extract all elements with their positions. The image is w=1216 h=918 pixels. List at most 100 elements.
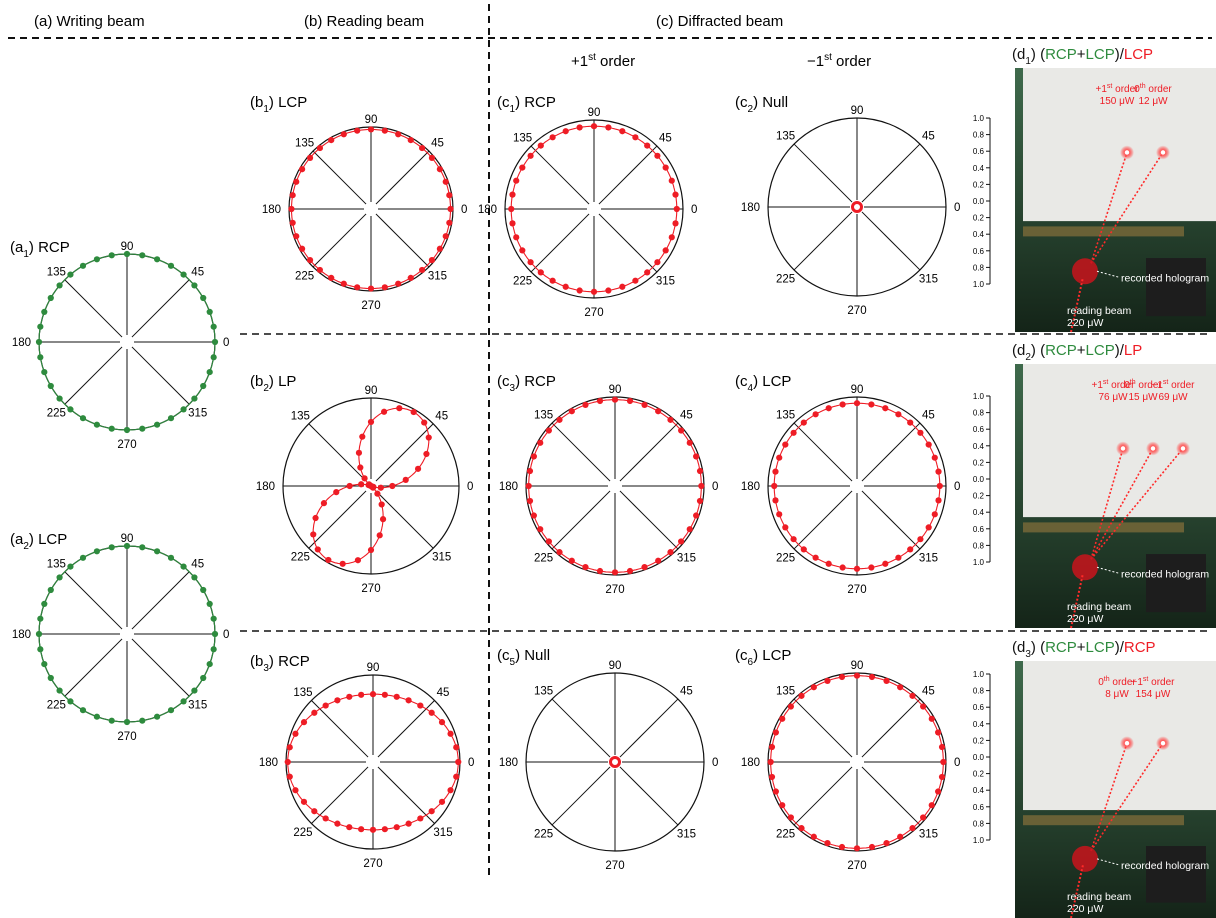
data-point — [667, 549, 674, 556]
data-point — [825, 560, 832, 567]
data-point — [139, 252, 146, 259]
intensity-scale: 1.0 0.8 0.6 0.4 0.2 0.0 0.2 0.4 0.6 0.8 1.0 — [973, 392, 991, 567]
angle-label: 225 — [295, 270, 314, 282]
spoke-line — [793, 422, 853, 482]
data-point — [410, 408, 417, 416]
data-point — [108, 717, 115, 724]
data-point — [180, 406, 187, 413]
data-point — [790, 429, 797, 436]
data-point — [428, 808, 435, 815]
angle-label: 180 — [256, 481, 275, 493]
scale-tick-label: 0.8 — [973, 409, 985, 418]
data-point — [526, 497, 534, 505]
angle-label: 135 — [47, 266, 66, 278]
angle-label: 270 — [361, 300, 380, 312]
data-point — [438, 719, 446, 726]
data-point — [824, 677, 831, 684]
data-point — [405, 820, 412, 827]
data-point — [369, 826, 377, 833]
angle-label: 90 — [609, 384, 622, 396]
angle-label: 180 — [259, 757, 278, 769]
data-point — [776, 511, 783, 518]
data-point — [79, 415, 87, 422]
beam-spot-core — [1124, 150, 1130, 155]
spoke-line — [793, 698, 853, 758]
data-point — [772, 788, 779, 795]
angle-label: 270 — [605, 584, 624, 596]
spoke-line — [308, 490, 367, 549]
spoke-line — [861, 698, 921, 758]
data-point — [556, 549, 563, 556]
angle-label: 315 — [432, 552, 451, 564]
plot-title-b2: (b2) LP — [250, 373, 296, 394]
scale-tick-label: 1.0 — [973, 392, 985, 401]
angle-label: 135 — [534, 686, 553, 698]
header-diffracted-beam: (c) Diffracted beam — [656, 13, 783, 30]
scale-tick-label: 0.6 — [973, 803, 985, 812]
data-point — [369, 691, 377, 698]
data-point — [310, 531, 317, 538]
spoke-line — [861, 422, 921, 482]
data-point — [897, 684, 904, 691]
data-point — [447, 787, 454, 794]
data-point — [938, 743, 946, 751]
data-point — [210, 354, 217, 361]
angle-label: 0 — [712, 481, 718, 493]
data-point — [537, 269, 544, 276]
spot-order-label: 0th order — [1134, 83, 1172, 95]
data-point — [108, 425, 115, 432]
spoke-line — [375, 490, 434, 549]
spot-power-label: 154 μW — [1136, 689, 1171, 700]
angle-label: 90 — [851, 660, 864, 672]
data-point — [693, 453, 700, 460]
polar-plot-c1: (c1) RCP 90 45 0 315 270 225 180 135 — [478, 94, 698, 319]
spoke-line — [375, 213, 430, 268]
data-point — [180, 271, 187, 278]
angle-label: 45 — [922, 410, 935, 422]
spoke-line — [861, 211, 921, 271]
data-point — [393, 693, 400, 700]
data-point — [367, 546, 375, 554]
angle-label: 90 — [121, 533, 134, 545]
data-point — [357, 464, 364, 471]
angle-label: 0 — [954, 481, 960, 493]
data-point — [654, 259, 661, 266]
diffracted-beam — [1090, 448, 1154, 560]
data-point — [771, 482, 778, 490]
data-point — [655, 557, 662, 564]
angle-label: 315 — [919, 828, 938, 840]
data-point — [925, 524, 932, 531]
spoke-line — [530, 213, 590, 273]
data-point — [312, 514, 319, 522]
diffracted-beam — [1090, 742, 1164, 852]
angle-label: 180 — [12, 337, 31, 349]
data-point — [527, 259, 534, 266]
data-point — [576, 124, 583, 131]
data-point — [93, 548, 101, 555]
data-point — [537, 142, 544, 149]
data-point — [79, 707, 87, 714]
data-point — [407, 137, 414, 144]
angle-label: 315 — [919, 273, 938, 285]
spoke-line — [308, 423, 367, 482]
data-point — [838, 673, 846, 681]
data-point — [293, 178, 300, 185]
angle-label: 45 — [922, 686, 935, 698]
angle-label: 90 — [588, 107, 601, 119]
angle-label: 45 — [680, 410, 693, 422]
angle-label: 315 — [188, 700, 207, 712]
diffracted-beam — [1090, 447, 1184, 560]
spoke-line — [375, 423, 434, 482]
scale-tick-label: 0.8 — [973, 819, 985, 828]
intensity-scale: 1.0 0.8 0.6 0.4 0.2 0.0 0.2 0.4 0.6 0.8 1.0 — [973, 114, 991, 289]
data-point — [782, 524, 789, 531]
scale-tick-label: 0.0 — [973, 753, 985, 762]
spoke-line — [861, 143, 921, 203]
spoke-line — [551, 766, 611, 826]
data-point — [405, 697, 412, 704]
data-point — [333, 489, 340, 496]
recorded-hologram — [1072, 845, 1098, 872]
angle-label: 180 — [741, 202, 760, 214]
spoke-line — [64, 346, 123, 405]
